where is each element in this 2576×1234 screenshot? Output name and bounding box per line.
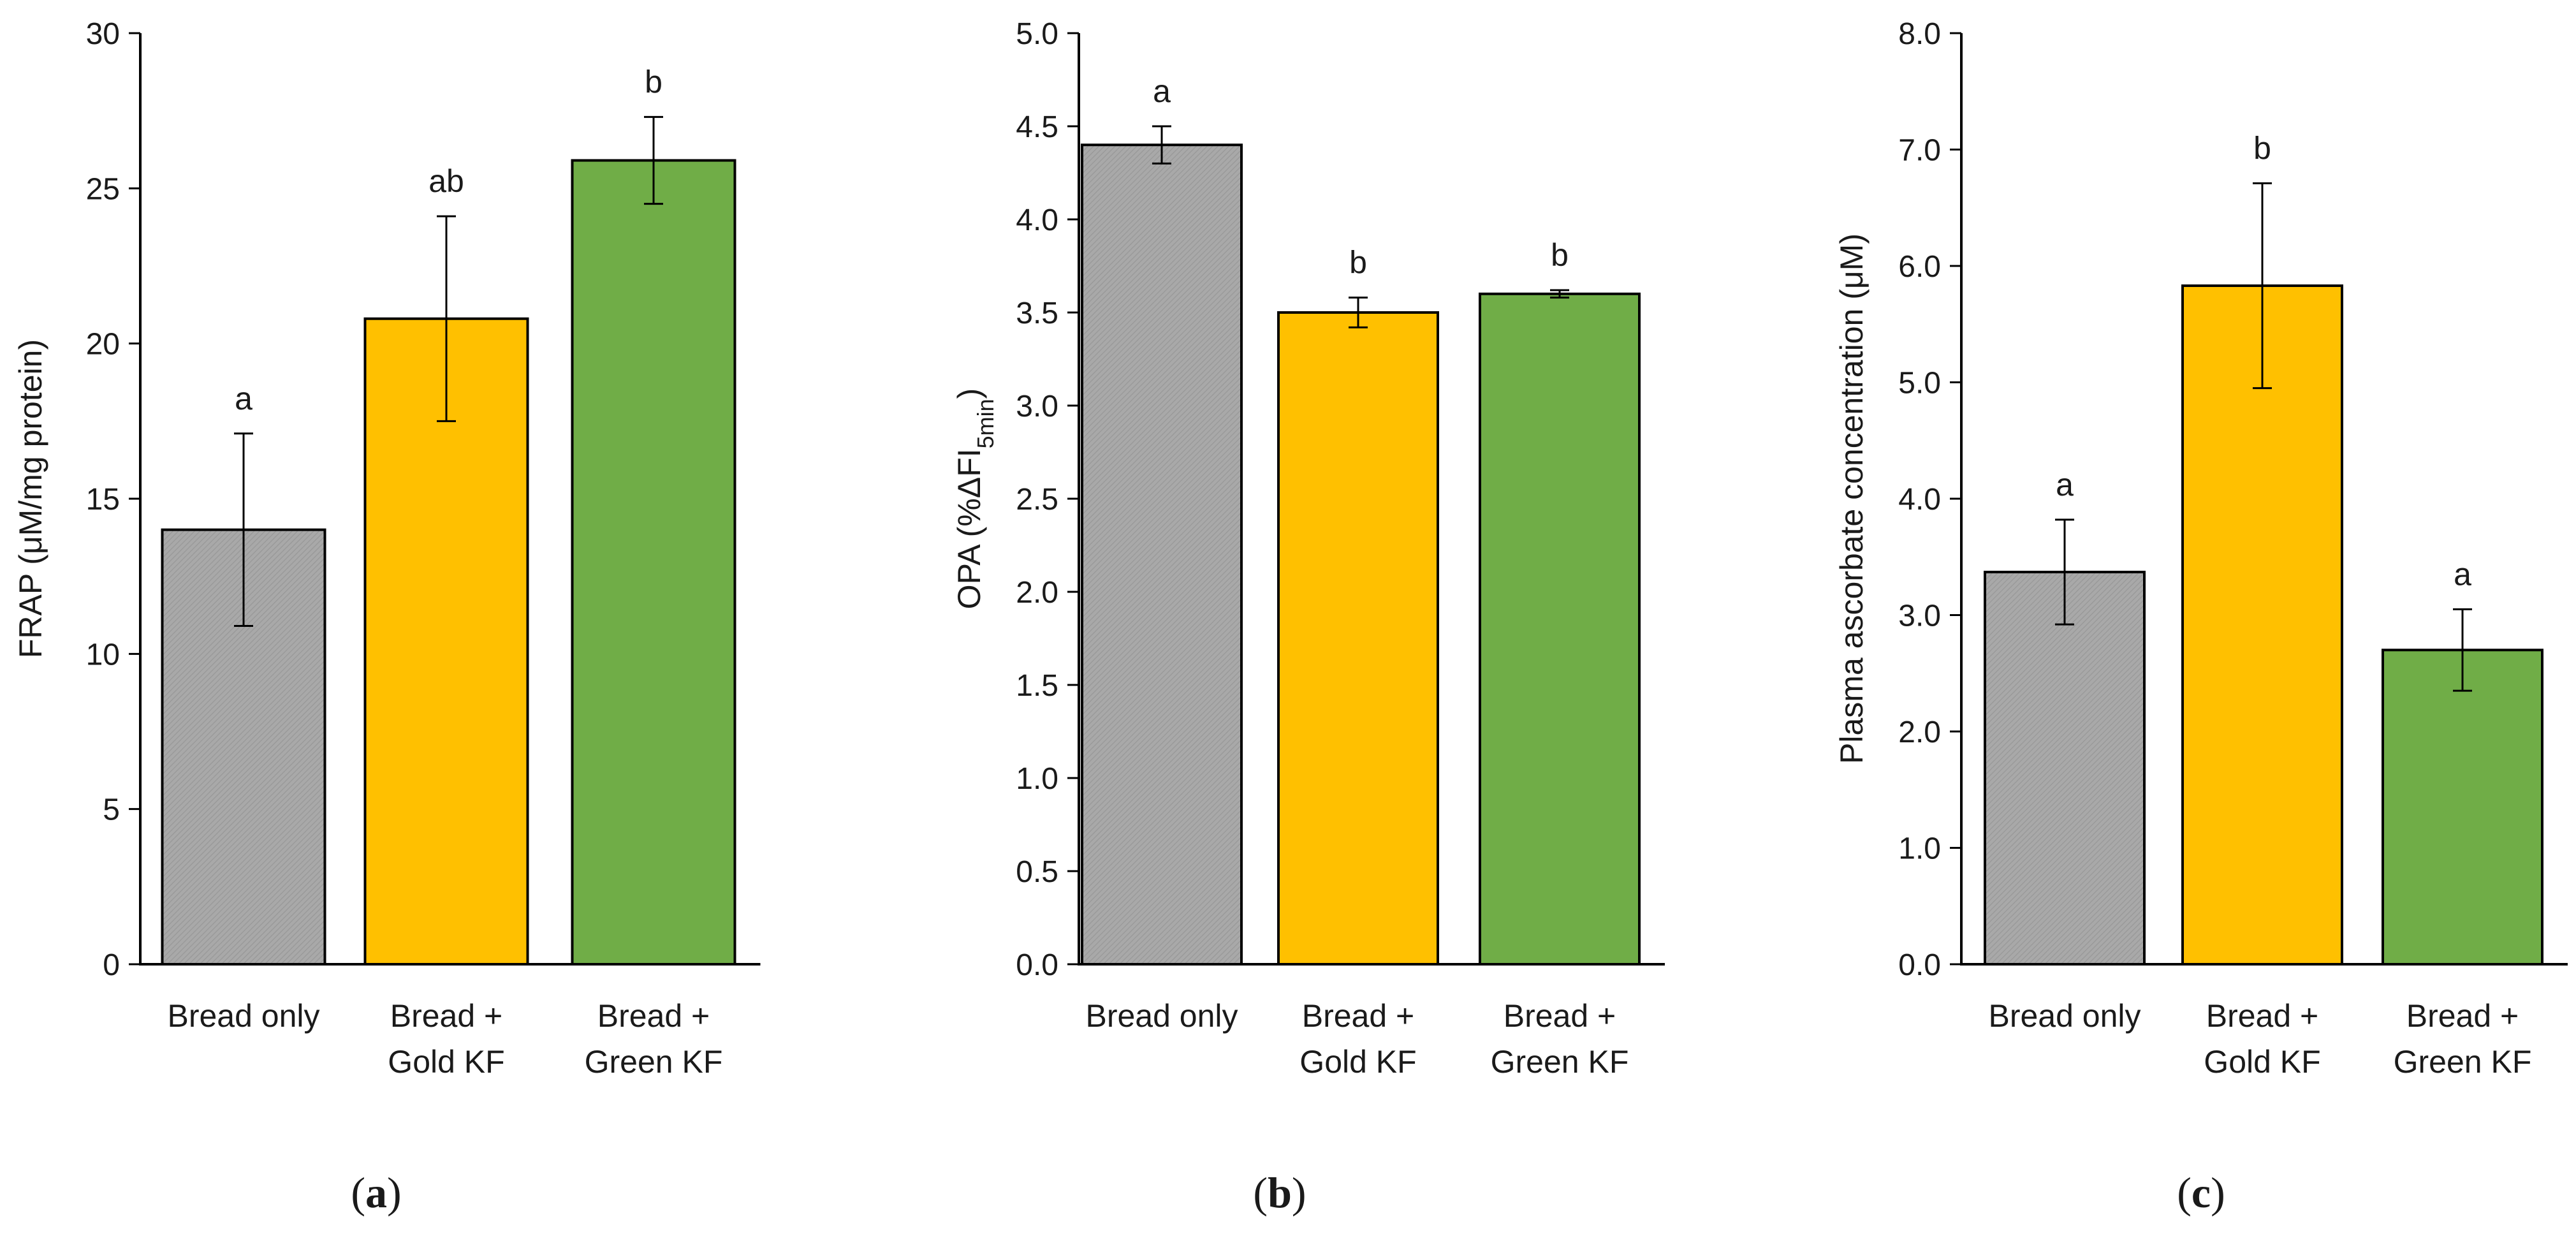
error-bar-1 — [2055, 518, 2074, 626]
x-category-label: Green KF — [1491, 1044, 1629, 1080]
significance-letter-1: a — [235, 381, 252, 416]
x-category-label: Bread + — [1504, 998, 1616, 1034]
chart-panel-b: a b b 0.0 0.5 1.0 1.5 2.0 2.5 3.0 3.5 4.0 4.5 5.0 Brea… — [951, 17, 1665, 1217]
y-tick-label: 25 — [86, 172, 120, 206]
x-category-label: Bread + — [390, 998, 503, 1034]
bar-3 — [1479, 292, 1641, 966]
error-bar-1 — [234, 432, 253, 628]
panel-label: (b) — [1253, 1168, 1306, 1217]
x-category-label: Bread + — [597, 998, 710, 1034]
x-category-label: Bread + — [1302, 998, 1415, 1034]
x-category-label: Bread only — [167, 998, 319, 1034]
y-tick-label: 4.0 — [1016, 203, 1058, 237]
y-tick-label: 0 — [103, 948, 120, 982]
y-tick-label: 20 — [86, 328, 120, 362]
y-tick-label: 4.5 — [1016, 110, 1058, 144]
x-category-label: Green KF — [585, 1044, 723, 1080]
bar-1 — [1081, 143, 1243, 966]
y-tick-label: 0.0 — [1016, 948, 1058, 982]
bar-2 — [363, 317, 529, 966]
x-category-label: Bread + — [2406, 998, 2519, 1034]
error-bar-3 — [644, 115, 663, 205]
significance-letter-2: b — [1349, 245, 1367, 281]
bar-3 — [2382, 649, 2543, 966]
x-category-label: Gold KF — [388, 1044, 504, 1080]
chart-panel-c: a b a 0.0 1.0 2.0 3.0 4.0 5.0 6.0 7.0 8.0 Bread only… — [1834, 17, 2568, 1217]
significance-letter-2: ab — [428, 163, 464, 199]
y-tick-label: 30 — [86, 17, 120, 51]
y-tick-label: 1.0 — [1898, 832, 1941, 866]
y-tick-label: 3.5 — [1016, 297, 1058, 330]
error-bar-2 — [1349, 297, 1368, 328]
y-axis-title: OPA (%ΔFI5min) — [951, 388, 999, 610]
significance-letter-1: a — [2056, 467, 2074, 503]
y-tick-label: 1.0 — [1016, 762, 1058, 796]
panel-label: (a) — [351, 1168, 401, 1217]
x-category-label: Bread + — [2206, 998, 2319, 1034]
y-tick-label: 7.0 — [1898, 134, 1941, 168]
significance-letter-3: b — [1551, 237, 1569, 273]
error-bar-1 — [1152, 125, 1171, 165]
y-tick-label: 5 — [103, 793, 120, 827]
y-tick-label: 8.0 — [1898, 17, 1941, 51]
y-tick-label: 15 — [86, 483, 120, 517]
x-category-label: Gold KF — [1299, 1044, 1416, 1080]
error-bar-3 — [2453, 608, 2472, 692]
y-tick-label: 6.0 — [1898, 250, 1941, 284]
y-tick-label: 2.0 — [1898, 716, 1941, 749]
y-tick-label: 4.0 — [1898, 483, 1941, 517]
x-category-label: Bread only — [1085, 998, 1238, 1034]
chart-panel-a: a ab b 0 5 10 15 20 25 30 Bread only Bread + Gold KF… — [13, 17, 761, 1217]
x-category-label: Gold KF — [2204, 1044, 2320, 1080]
bar-3 — [571, 159, 736, 966]
bar-1 — [1984, 570, 2146, 966]
y-tick-label: 5.0 — [1898, 367, 1941, 400]
y-axis-title: Plasma ascorbate concentration (μM) — [1834, 233, 1870, 764]
error-bar-2 — [2253, 182, 2272, 390]
x-category-label: Bread only — [1988, 998, 2141, 1034]
significance-letter-3: b — [645, 64, 662, 99]
significance-letter-1: a — [1153, 73, 1171, 109]
y-tick-label: 0.0 — [1898, 948, 1941, 982]
y-tick-label: 1.5 — [1016, 669, 1058, 703]
bar-2 — [1277, 311, 1439, 966]
bar-2 — [2181, 284, 2343, 966]
y-tick-label: 3.0 — [1016, 390, 1058, 423]
y-tick-label: 5.0 — [1016, 17, 1058, 51]
y-axis-title: FRAP (μM/mg protein) — [13, 339, 48, 658]
y-tick-label: 2.5 — [1016, 483, 1058, 517]
error-bar-3 — [1550, 289, 1569, 299]
error-bar-2 — [437, 215, 456, 422]
y-tick-label: 0.5 — [1016, 855, 1058, 889]
significance-letter-3: a — [2454, 556, 2471, 592]
panel-label: (c) — [2177, 1168, 2225, 1217]
significance-letter-2: b — [2253, 130, 2271, 166]
y-tick-label: 10 — [86, 638, 120, 672]
y-tick-label: 3.0 — [1898, 599, 1941, 633]
x-category-label: Green KF — [2394, 1044, 2532, 1080]
y-tick-label: 2.0 — [1016, 576, 1058, 610]
